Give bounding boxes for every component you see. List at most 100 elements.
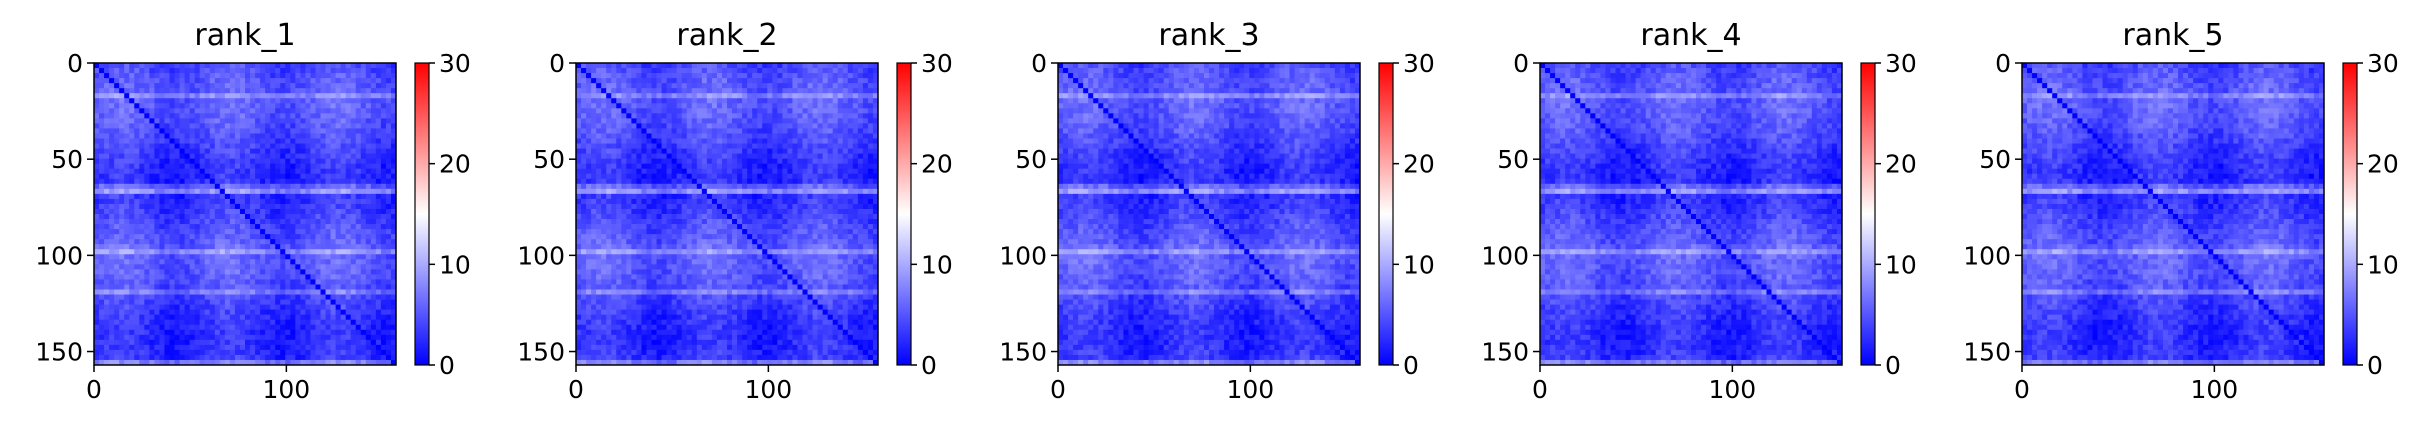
heatmap-cell bbox=[371, 279, 376, 284]
heatmap-cell bbox=[336, 189, 341, 194]
heatmap-cell bbox=[270, 224, 275, 229]
heatmap-cell bbox=[99, 63, 104, 68]
heatmap-cell bbox=[321, 98, 326, 103]
heatmap-cell bbox=[823, 123, 828, 128]
heatmap-cell bbox=[170, 174, 175, 179]
heatmap-cell bbox=[341, 98, 346, 103]
heatmap-cell bbox=[797, 103, 802, 108]
heatmap-cell bbox=[336, 335, 341, 340]
heatmap-cell bbox=[742, 128, 747, 133]
heatmap-cell bbox=[310, 144, 315, 149]
heatmap-cell bbox=[652, 78, 657, 83]
heatmap-cell bbox=[230, 229, 235, 234]
heatmap-cell bbox=[205, 144, 210, 149]
heatmap-cell bbox=[285, 184, 290, 189]
heatmap-cell bbox=[134, 259, 139, 264]
heatmap-cell bbox=[646, 108, 651, 113]
heatmap-cell bbox=[813, 169, 818, 174]
heatmap-cell bbox=[631, 169, 636, 174]
heatmap-cell bbox=[652, 128, 657, 133]
heatmap-cell bbox=[275, 244, 280, 249]
heatmap-cell bbox=[646, 63, 651, 68]
heatmap-cell bbox=[376, 199, 381, 204]
heatmap-cell bbox=[305, 78, 310, 83]
heatmap-cell bbox=[341, 194, 346, 199]
heatmap-cell bbox=[797, 88, 802, 93]
heatmap-cell bbox=[346, 300, 351, 305]
heatmap-cell bbox=[295, 254, 300, 259]
heatmap-cell bbox=[662, 88, 667, 93]
heatmap-cell bbox=[124, 244, 129, 249]
heatmap-cell bbox=[386, 88, 391, 93]
heatmap-cell bbox=[692, 98, 697, 103]
heatmap-cell bbox=[200, 204, 205, 209]
heatmap-cell bbox=[200, 194, 205, 199]
heatmap-cell bbox=[616, 149, 621, 154]
heatmap-cell bbox=[717, 154, 722, 159]
heatmap-cell bbox=[361, 274, 366, 279]
heatmap-cell bbox=[124, 73, 129, 78]
heatmap-cell bbox=[180, 340, 185, 345]
heatmap-cell bbox=[149, 189, 154, 194]
heatmap-cell bbox=[331, 350, 336, 355]
heatmap-cell bbox=[220, 279, 225, 284]
heatmap-cell bbox=[250, 154, 255, 159]
heatmap-cell bbox=[752, 169, 757, 174]
heatmap-cell bbox=[813, 149, 818, 154]
heatmap-cell bbox=[606, 73, 611, 78]
heatmap-cell bbox=[662, 139, 667, 144]
heatmap-cell bbox=[371, 254, 376, 259]
heatmap-cell bbox=[346, 264, 351, 269]
heatmap-cell bbox=[119, 209, 124, 214]
heatmap-cell bbox=[154, 68, 159, 73]
heatmap-cell bbox=[361, 113, 366, 118]
heatmap-cell bbox=[109, 209, 114, 214]
heatmap-cell bbox=[220, 174, 225, 179]
heatmap-cell bbox=[346, 274, 351, 279]
heatmap-cell bbox=[636, 113, 641, 118]
heatmap-cell bbox=[356, 179, 361, 184]
heatmap-cell bbox=[290, 229, 295, 234]
heatmap-cell bbox=[381, 83, 386, 88]
heatmap-cell bbox=[376, 269, 381, 274]
heatmap-cell bbox=[190, 83, 195, 88]
heatmap-cell bbox=[275, 249, 280, 254]
heatmap-cell bbox=[210, 355, 215, 360]
heatmap-cell bbox=[119, 224, 124, 229]
heatmap-cell bbox=[657, 78, 662, 83]
heatmap-cell bbox=[702, 154, 707, 159]
heatmap-cell bbox=[621, 128, 626, 133]
heatmap-cell bbox=[351, 149, 356, 154]
heatmap-cell bbox=[175, 83, 180, 88]
heatmap-cell bbox=[180, 184, 185, 189]
heatmap-cell bbox=[732, 149, 737, 154]
heatmap-cell bbox=[697, 144, 702, 149]
heatmap-cell bbox=[265, 63, 270, 68]
heatmap-cell bbox=[255, 133, 260, 138]
heatmap-cell bbox=[109, 300, 114, 305]
heatmap-cell bbox=[200, 355, 205, 360]
heatmap-cell bbox=[185, 224, 190, 229]
heatmap-cell bbox=[220, 133, 225, 138]
heatmap-cell bbox=[601, 169, 606, 174]
heatmap-cell bbox=[305, 149, 310, 154]
heatmap-cell bbox=[310, 184, 315, 189]
heatmap-cell bbox=[838, 169, 843, 174]
heatmap-cell bbox=[285, 345, 290, 350]
heatmap-cell bbox=[164, 144, 169, 149]
heatmap-cell bbox=[149, 274, 154, 279]
heatmap-cell bbox=[646, 98, 651, 103]
heatmap-cell bbox=[787, 83, 792, 88]
heatmap-cell bbox=[180, 88, 185, 93]
heatmap-cell bbox=[220, 300, 225, 305]
heatmap-cell bbox=[159, 219, 164, 224]
heatmap-cell bbox=[104, 224, 109, 229]
heatmap-cell bbox=[315, 355, 320, 360]
heatmap-cell bbox=[124, 83, 129, 88]
heatmap-cell bbox=[220, 179, 225, 184]
heatmap-cell bbox=[129, 204, 134, 209]
heatmap-cell bbox=[139, 345, 144, 350]
heatmap-cell bbox=[190, 254, 195, 259]
heatmap-cell bbox=[717, 73, 722, 78]
heatmap-cell bbox=[134, 325, 139, 330]
